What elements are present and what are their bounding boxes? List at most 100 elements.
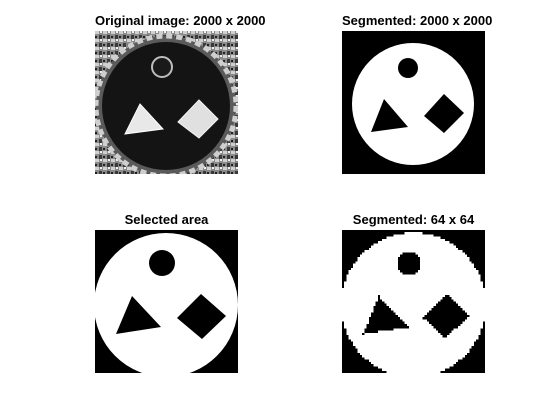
pixel-mask-run	[415, 272, 479, 275]
pixel-mask-run	[393, 234, 434, 237]
pixel-mask-run	[364, 357, 463, 360]
pixel-mask-run	[417, 254, 468, 257]
pixel-mask-run	[406, 323, 432, 327]
pixel-mask-run	[386, 370, 441, 373]
pixel-mask-run	[373, 364, 454, 367]
pixel-mask-run	[469, 314, 485, 318]
pixel-mask-run	[382, 238, 445, 242]
pixel-mask-run	[420, 261, 472, 264]
pixel-mask-run	[373, 243, 454, 246]
pixel-mask-run	[362, 355, 465, 358]
panel-title-original: Original image: 2000 x 2000	[95, 13, 266, 28]
pixel-mask-run	[344, 283, 483, 286]
pixel-mask-run	[404, 232, 423, 235]
mask-square-object	[424, 94, 464, 133]
pixel-mask-run	[359, 254, 401, 257]
pixel-mask-run	[379, 297, 443, 300]
pixel-mask-run	[346, 328, 365, 331]
pixel-mask-run	[393, 310, 430, 313]
pixel-mask-run	[342, 312, 372, 315]
pixel-mask-run	[455, 301, 485, 304]
pixel-mask-run	[348, 335, 443, 338]
pixel-mask-run	[342, 290, 485, 293]
pixel-mask-run	[350, 339, 477, 342]
pixel-mask-run	[350, 267, 398, 271]
pixel-mask-run	[391, 308, 432, 311]
pixel-mask-run	[359, 352, 468, 356]
selected-triangle-object	[116, 296, 161, 334]
photo-triangle-object	[124, 103, 165, 135]
pixel-mask-run	[420, 256, 470, 260]
segmented-full-image	[342, 31, 485, 174]
selected-area-image	[95, 230, 238, 373]
pixel-mask-run	[449, 332, 481, 336]
pixel-mask-run	[342, 299, 378, 302]
pixel-mask-run	[342, 308, 374, 311]
pixel-mask-run	[464, 319, 485, 322]
selected-circle-object	[149, 250, 175, 276]
pixel-mask-run	[420, 263, 474, 266]
pixel-mask-run	[348, 272, 403, 275]
pixel-mask-run	[344, 321, 369, 324]
pixel-mask-run	[342, 301, 376, 304]
photo-square-object	[177, 99, 219, 139]
pixel-mask-run	[453, 299, 485, 302]
pixel-mask-run	[464, 310, 485, 313]
pixel-mask-run	[357, 348, 470, 351]
pixel-mask-run	[357, 350, 470, 353]
pixel-mask-run	[353, 341, 474, 344]
pixel-mask-run	[362, 252, 403, 255]
panel-title-segmented-full: Segmented: 2000 x 2000	[342, 13, 493, 28]
pixel-mask-run	[344, 323, 367, 327]
panel-segmented-small: Segmented: 64 x 64	[342, 212, 485, 373]
pixel-mask-run	[357, 256, 398, 260]
pixel-mask-run	[388, 305, 434, 309]
pixel-mask-run	[342, 319, 369, 322]
pixel-mask-run	[377, 366, 450, 369]
selected-square-object	[177, 294, 226, 339]
panel-title-segmented-small: Segmented: 64 x 64	[352, 212, 475, 227]
pixel-mask-run	[400, 317, 423, 320]
pixel-mask-run	[371, 245, 456, 248]
pixel-mask-run	[364, 332, 441, 336]
pixel-mask-run	[420, 265, 474, 268]
pixel-mask-run	[344, 281, 483, 284]
pixel-mask-run	[368, 247, 459, 251]
pixel-mask-run	[415, 252, 465, 255]
pixel-mask-run	[342, 305, 374, 309]
pixel-mask-run	[386, 303, 436, 306]
pixel-mask-run	[449, 294, 485, 298]
pixel-mask-run	[382, 368, 445, 371]
pixel-mask-run	[379, 294, 445, 298]
pixel-mask-run	[342, 288, 485, 291]
pixel-mask-run	[402, 319, 427, 322]
pixel-mask-run	[353, 265, 398, 268]
pixel-mask-run	[342, 303, 376, 306]
pixel-mask-run	[355, 346, 472, 349]
mask-tray	[352, 43, 474, 165]
pixel-mask-run	[355, 261, 398, 264]
pixel-mask-run	[417, 270, 479, 273]
pixel-mask-run	[346, 276, 481, 280]
pixel-mask-run	[462, 308, 485, 311]
pixel-mask-run	[368, 359, 459, 362]
pixel-mask-run	[451, 330, 481, 333]
pixel-mask-run	[364, 250, 463, 253]
pixel-mask-run	[467, 312, 485, 315]
pixel-mask-run	[342, 310, 374, 313]
pixel-mask-run	[371, 361, 456, 365]
pixel-mask-run	[393, 328, 436, 331]
pixel-mask-run	[420, 267, 477, 271]
pixel-mask-run	[451, 297, 485, 300]
pixel-mask-run	[342, 292, 485, 295]
pixel-mask-run	[460, 305, 485, 309]
mask-triangle-object	[371, 99, 408, 132]
pixel-mask-run	[447, 335, 479, 338]
panel-segmented-full: Segmented: 2000 x 2000	[342, 13, 492, 174]
panel-selected-area: Selected area	[95, 212, 238, 373]
pixel-mask-run	[346, 332, 363, 336]
pixel-mask-run	[342, 294, 378, 298]
pixel-mask-run	[409, 326, 434, 329]
panel-title-selected-area: Selected area	[124, 212, 209, 227]
pixel-mask-run	[386, 236, 441, 239]
